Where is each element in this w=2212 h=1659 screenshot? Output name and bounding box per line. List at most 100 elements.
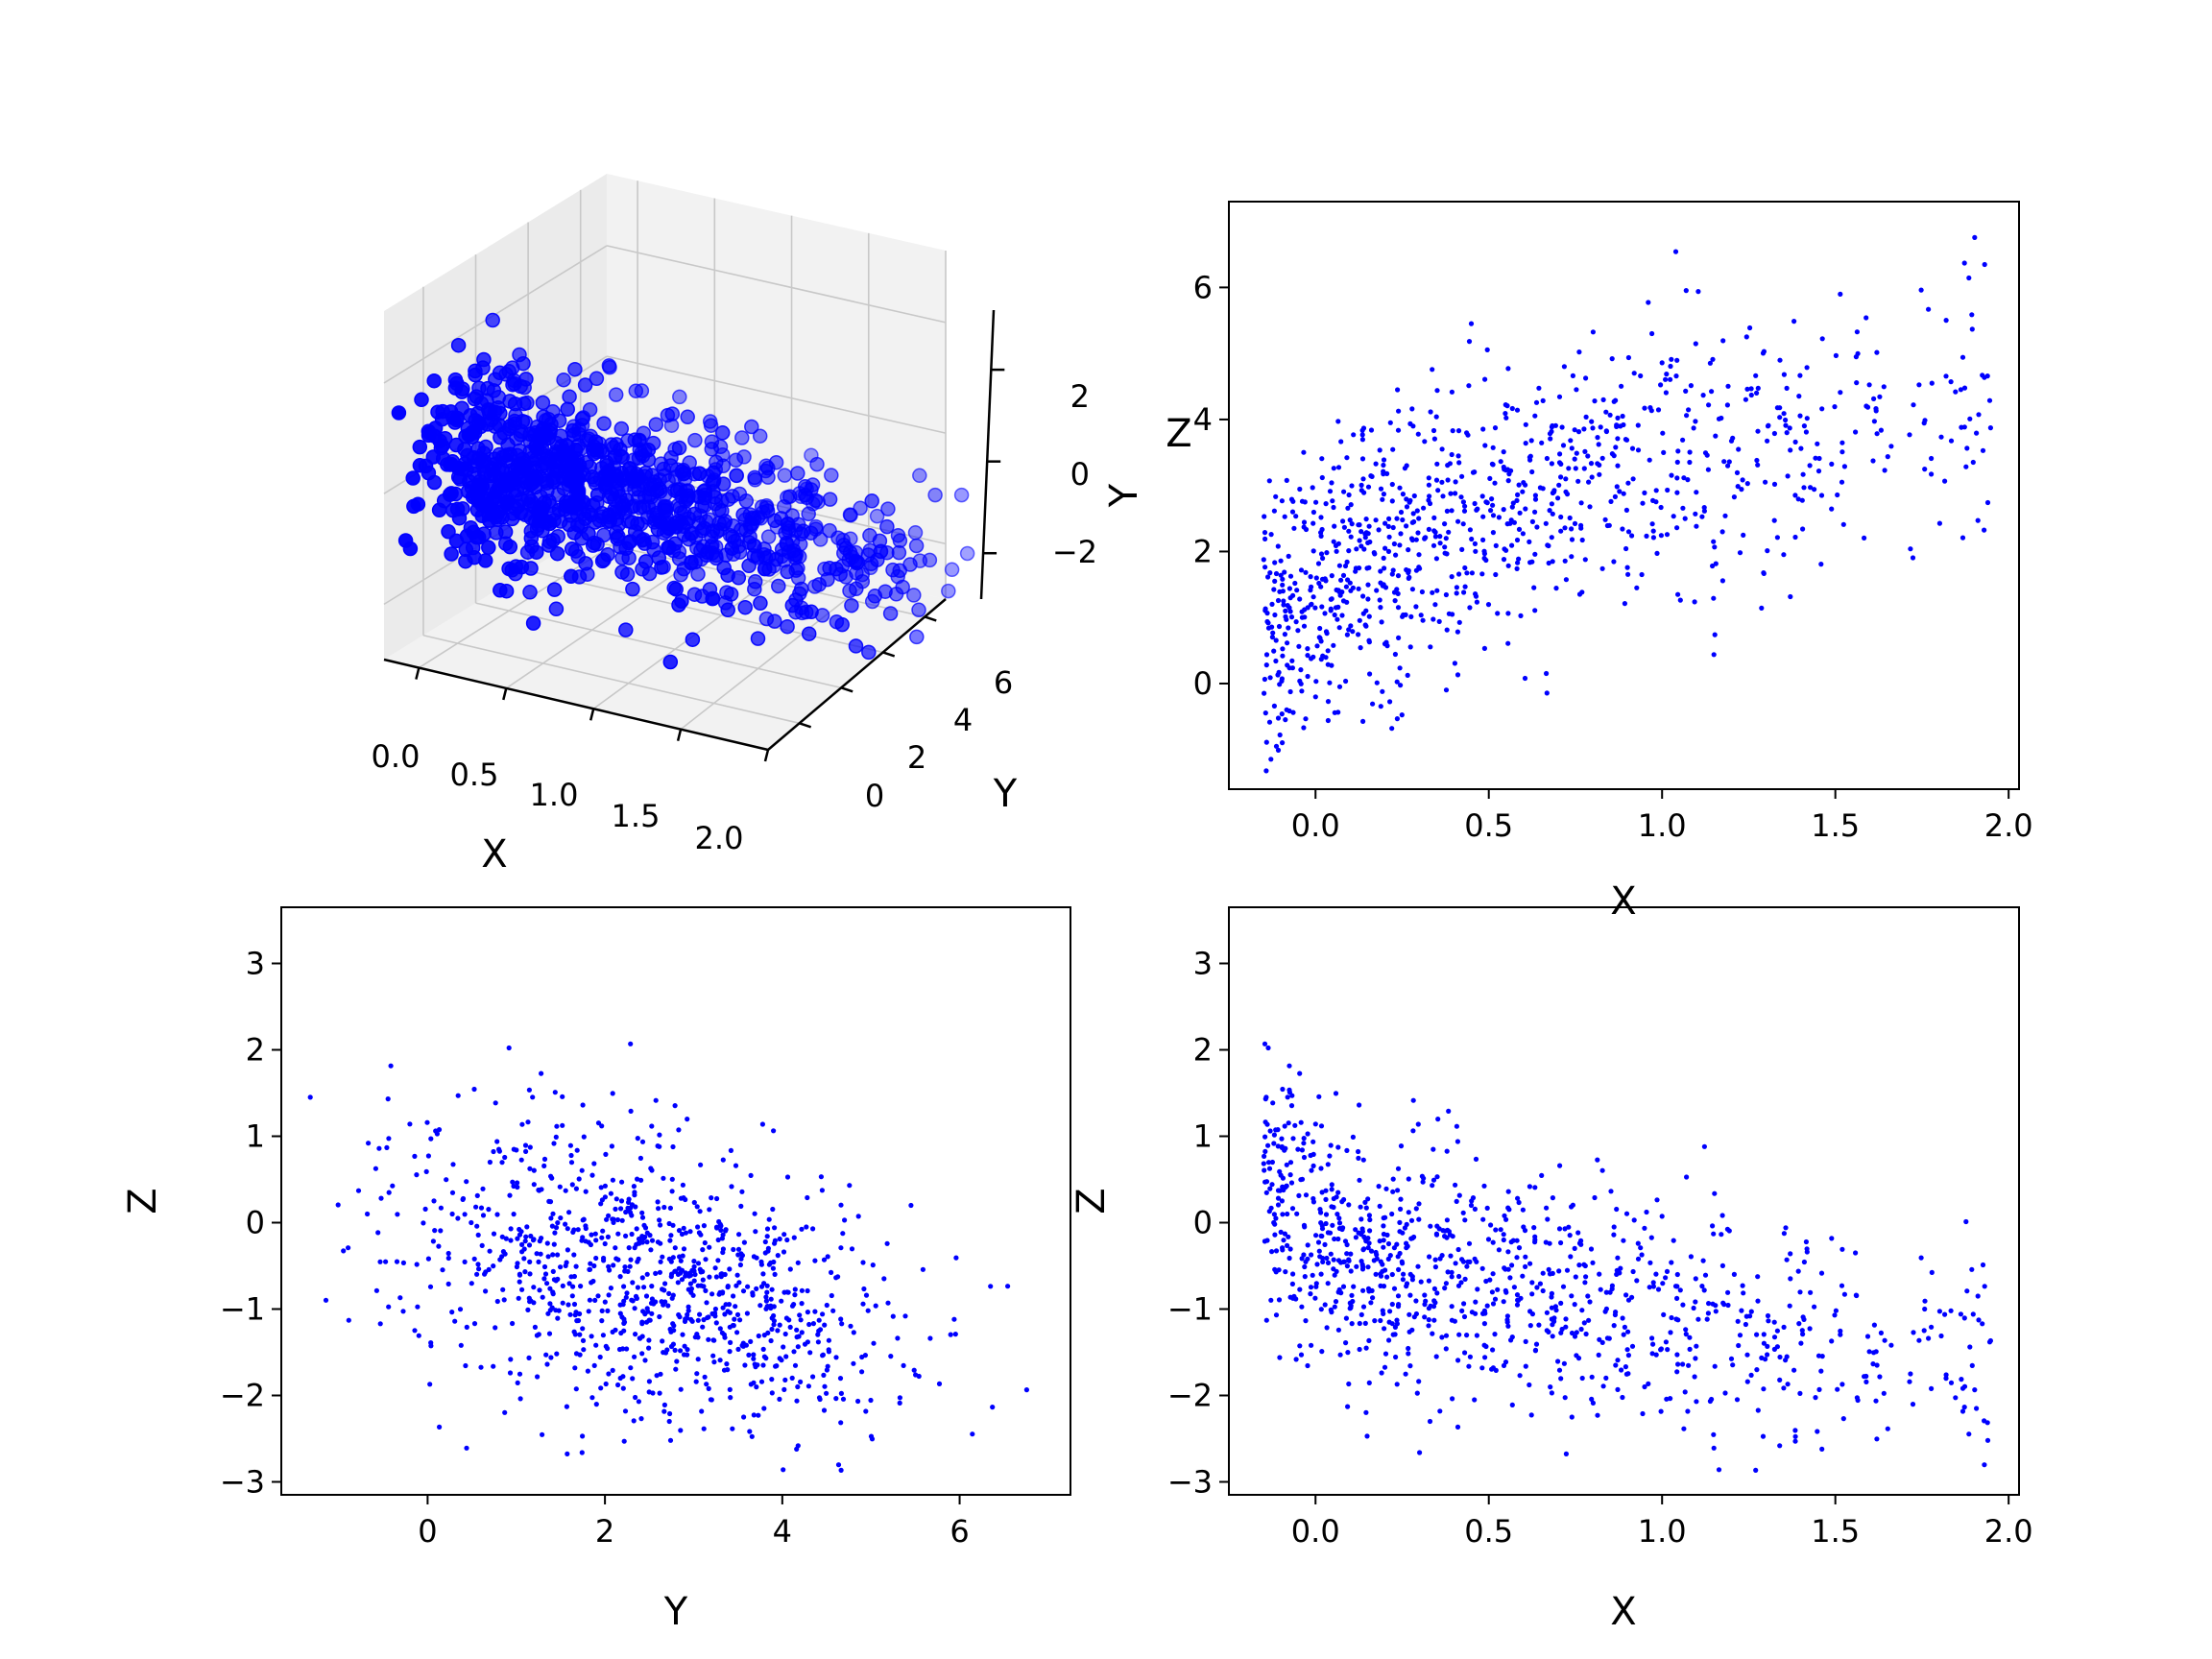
data-point (1496, 1247, 1502, 1253)
data-point (1506, 471, 1512, 477)
data-point (1871, 396, 1877, 401)
data-point (691, 1199, 697, 1206)
data-point (1374, 588, 1380, 593)
data-point (1270, 630, 1276, 636)
data-point (1514, 1255, 1520, 1261)
data-point (1771, 1334, 1778, 1340)
data-point (1788, 593, 1793, 600)
data-point (430, 1238, 436, 1244)
data-point (1279, 1198, 1285, 1204)
data-point (1271, 1212, 1277, 1217)
data-point (1694, 1343, 1699, 1349)
data-point (1295, 628, 1301, 634)
data-point-3d (560, 401, 575, 417)
data-point-3d (601, 358, 617, 373)
data-point (458, 1342, 464, 1348)
data-point (1409, 587, 1415, 592)
data-point (1414, 1390, 1420, 1396)
data-point (754, 1286, 759, 1291)
data-point (1507, 1275, 1513, 1281)
data-point (1343, 584, 1349, 589)
data-point (1358, 1204, 1363, 1210)
data-point (1481, 1183, 1487, 1189)
data-point (496, 1148, 503, 1154)
data-point (632, 1306, 637, 1311)
data-point (1681, 475, 1687, 481)
data-point-3d (546, 582, 563, 597)
data-point (678, 1258, 684, 1263)
data-point (541, 1156, 548, 1162)
data-point-3d (650, 521, 666, 538)
data-point (760, 1346, 766, 1352)
data-point-3d (476, 351, 492, 368)
data-point-3d (492, 418, 507, 433)
data-point (1755, 1407, 1761, 1413)
data-point (1365, 1196, 1371, 1202)
data-point (1277, 1168, 1283, 1174)
data-point (787, 1266, 793, 1272)
data-point (1572, 520, 1578, 527)
data-point (1492, 480, 1498, 486)
data-point (1431, 1298, 1437, 1304)
data-point (707, 1244, 712, 1250)
data-point (591, 1161, 597, 1166)
data-point-3d (648, 417, 664, 432)
data-point (605, 1345, 611, 1352)
data-point (826, 1337, 832, 1343)
data-point (1273, 743, 1280, 749)
data-point (1467, 1354, 1473, 1359)
data-point (1331, 1266, 1336, 1272)
data-point (1272, 1232, 1278, 1238)
data-point (1357, 1346, 1362, 1353)
data-point (1586, 479, 1592, 485)
data-point (1490, 1301, 1497, 1307)
data-point (829, 1292, 834, 1299)
data-point (1406, 1210, 1411, 1215)
data-point (1502, 1265, 1507, 1271)
data-point (1781, 1324, 1787, 1330)
data-point (1721, 459, 1727, 465)
data-point (1595, 435, 1600, 441)
data-point-3d (870, 552, 885, 567)
data-point (1984, 499, 1991, 506)
data-point (1377, 1238, 1382, 1244)
data-point (1743, 1313, 1749, 1319)
data-point (569, 1182, 575, 1188)
data-point (1295, 1146, 1301, 1152)
data-point (662, 1299, 668, 1305)
data-point (1382, 1364, 1388, 1370)
data-point-3d (757, 561, 773, 577)
data-point (851, 1330, 856, 1335)
data-point (1936, 1309, 1942, 1314)
data-point (1669, 1314, 1674, 1321)
data-point (1294, 588, 1300, 593)
data-point (717, 1326, 723, 1332)
data-point (1523, 1338, 1528, 1344)
data-point (1482, 1310, 1488, 1316)
data-point (1644, 1209, 1649, 1215)
data-point (455, 1093, 461, 1098)
data-point (640, 1309, 646, 1314)
data-point (1468, 1202, 1475, 1209)
data-point (1286, 1255, 1292, 1262)
data-point (494, 1212, 500, 1217)
data-point (1570, 373, 1575, 378)
data-point (670, 1143, 676, 1150)
data-point (1871, 419, 1877, 424)
data-point (1575, 1356, 1582, 1361)
data-point (1301, 623, 1308, 629)
tick-3d-x-0: 0.0 (372, 738, 421, 775)
data-point (1330, 1222, 1335, 1228)
data-point (1595, 1412, 1600, 1418)
data-point (1540, 397, 1546, 403)
data-point-3d (414, 392, 429, 408)
data-point (1346, 1202, 1352, 1208)
data-point (706, 1314, 711, 1320)
data-point (701, 1223, 708, 1229)
data-point (625, 1268, 631, 1274)
data-point (1597, 471, 1602, 477)
data-point (1381, 1215, 1386, 1221)
data-point (1453, 479, 1458, 485)
data-point (1397, 485, 1403, 491)
data-point (863, 1408, 869, 1414)
